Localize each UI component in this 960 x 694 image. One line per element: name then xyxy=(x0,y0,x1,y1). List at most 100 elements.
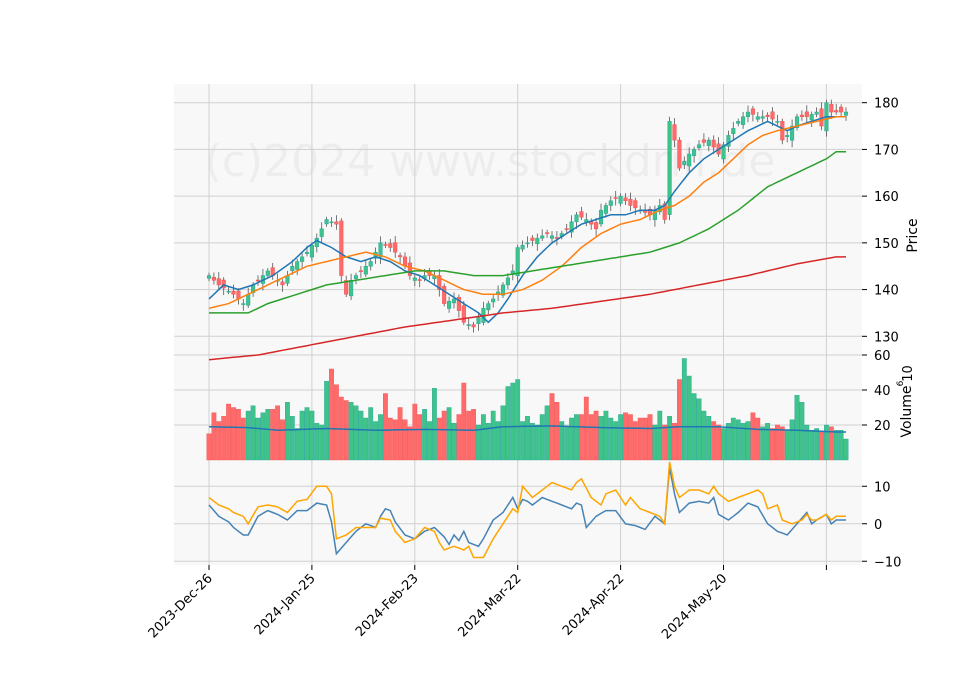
candlestick xyxy=(711,135,716,155)
price-tick-label: 140 xyxy=(874,284,899,299)
volume-bar xyxy=(324,381,329,461)
volume-axis-label: Volume xyxy=(899,385,915,437)
volume-bar xyxy=(574,414,579,461)
candlestick xyxy=(451,292,457,309)
volume-bar xyxy=(814,428,820,461)
volume-bar xyxy=(652,424,658,461)
candlestick xyxy=(520,240,525,252)
price-tick-label: 170 xyxy=(874,143,899,158)
volume-bar xyxy=(819,431,824,461)
candlestick xyxy=(804,105,809,123)
volume-bar xyxy=(515,379,521,461)
volume-bar xyxy=(461,382,467,461)
candlestick xyxy=(755,112,760,123)
candlestick xyxy=(549,231,555,245)
candlestick xyxy=(211,272,216,285)
candlestick xyxy=(535,233,540,251)
candlestick xyxy=(628,192,633,212)
candlestick xyxy=(814,107,819,118)
volume-bar xyxy=(343,400,349,461)
candlestick xyxy=(334,215,339,230)
volume-bar xyxy=(520,421,526,461)
candlestick xyxy=(829,99,834,120)
candlestick xyxy=(692,146,697,163)
volume-bar xyxy=(843,438,849,461)
volume-bar xyxy=(779,426,785,461)
candlestick xyxy=(540,229,545,241)
volume-bar xyxy=(240,417,246,461)
volume-bar xyxy=(441,410,447,461)
candlestick xyxy=(569,215,574,238)
macd-line xyxy=(208,467,846,556)
volume-bar xyxy=(397,407,403,461)
volume-bar xyxy=(628,414,633,461)
volume-bar xyxy=(353,405,359,461)
candlestick xyxy=(353,272,359,285)
candlestick xyxy=(809,111,814,127)
candlestick xyxy=(442,283,447,307)
volume-bar xyxy=(681,358,687,461)
volume-bar xyxy=(770,428,775,461)
volume-bar xyxy=(672,423,677,461)
volume-bar xyxy=(657,410,663,461)
candlestick xyxy=(545,229,550,238)
price-axis-label: Price xyxy=(905,218,921,252)
candlestick xyxy=(794,113,800,131)
volume-tick-label: 40 xyxy=(874,384,891,399)
volume-bar xyxy=(583,396,589,461)
candlestick xyxy=(760,110,765,123)
candlestick xyxy=(505,273,510,290)
volume-bar xyxy=(255,417,261,461)
volume-bar xyxy=(235,409,241,461)
candlestick xyxy=(677,137,682,171)
volume-bar xyxy=(554,402,560,461)
volume-bar xyxy=(784,430,790,461)
candlestick xyxy=(221,277,226,296)
volume-bar xyxy=(701,410,707,461)
volume-bar xyxy=(500,405,506,461)
candlestick xyxy=(530,235,535,247)
volume-bar xyxy=(422,409,427,461)
volume-bar xyxy=(637,417,643,461)
volume-bar xyxy=(726,423,731,461)
volume-bar xyxy=(809,430,815,461)
volume-bar xyxy=(706,416,712,461)
candlestick xyxy=(398,252,403,264)
candlestick xyxy=(241,298,246,311)
volume-bar xyxy=(735,419,741,461)
volume-bar xyxy=(755,417,761,461)
volume-bar xyxy=(432,388,437,461)
candlestick xyxy=(368,258,373,271)
volume-bar xyxy=(471,409,476,461)
x-tick-label: 2024-May-20 xyxy=(659,571,730,642)
volume-bar xyxy=(564,426,570,461)
candlestick xyxy=(525,236,530,248)
candlestick xyxy=(736,118,741,127)
volume-bar xyxy=(299,410,305,461)
volume-bar xyxy=(667,416,673,461)
candlestick xyxy=(417,274,422,288)
candlestick xyxy=(785,130,790,143)
candlestick xyxy=(471,321,476,333)
volume-bar xyxy=(314,423,320,461)
candlestick xyxy=(226,286,231,295)
candlestick xyxy=(623,193,628,206)
volume-bar xyxy=(495,421,501,461)
volume-bar xyxy=(618,414,624,461)
volume-bar xyxy=(446,407,452,461)
volume-bar xyxy=(603,410,609,461)
volume-bar xyxy=(289,416,295,461)
candlestick xyxy=(265,268,270,279)
volume-bar xyxy=(285,402,290,461)
candlestick xyxy=(579,206,584,220)
candlestick xyxy=(500,282,506,298)
candlestick xyxy=(280,279,285,292)
volume-bar xyxy=(730,417,736,461)
candlestick xyxy=(412,275,417,287)
volume-bar xyxy=(402,419,408,461)
volume-bar xyxy=(417,414,423,461)
candlestick xyxy=(447,296,452,313)
candlestick xyxy=(564,223,569,234)
candlestick xyxy=(741,112,746,129)
